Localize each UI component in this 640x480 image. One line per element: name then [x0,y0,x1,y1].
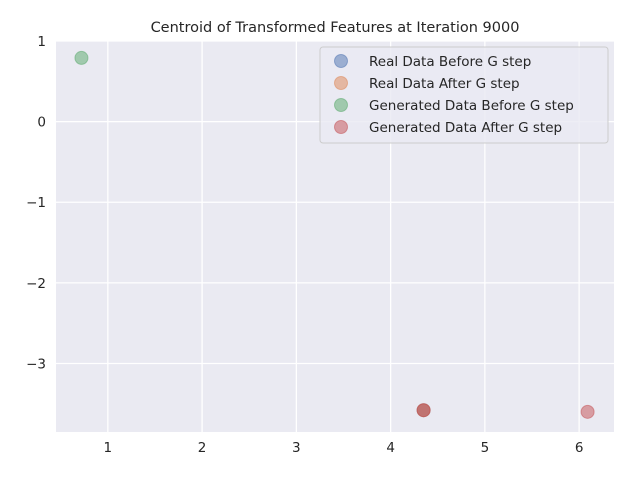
legend-marker [334,98,348,112]
legend-label: Real Data After G step [369,76,520,92]
x-tick-label: 1 [104,440,113,456]
y-tick-label: −2 [26,276,46,292]
y-tick-label: −3 [26,356,46,372]
x-tick-label: 2 [198,440,207,456]
legend-label: Generated Data Before G step [369,98,574,114]
y-tick-label: 1 [37,34,46,50]
y-axis-ticks: 1 0 −1 −2 −3 [26,34,46,372]
legend-marker [334,76,348,90]
data-points [74,50,595,419]
legend-box [319,46,609,144]
point-series-2 [74,50,89,65]
chart-title: Centroid of Transformed Features at Iter… [151,20,520,36]
legend: Real Data Before G step Real Data After G… [319,46,609,144]
legend-label: Generated Data After G step [369,120,562,136]
x-tick-label: 6 [575,440,584,456]
legend-label: Real Data Before G step [369,54,531,70]
x-tick-label: 4 [386,440,395,456]
x-tick-label: 5 [481,440,490,456]
y-tick-label: 0 [37,115,46,131]
point-series-3 [580,404,595,419]
legend-marker [334,120,348,134]
y-tick-label: −1 [26,195,46,211]
x-axis-ticks: 1 2 3 4 5 6 [104,440,584,456]
legend-marker [334,54,348,68]
x-tick-label: 3 [292,440,301,456]
point-series-3 [416,403,431,418]
